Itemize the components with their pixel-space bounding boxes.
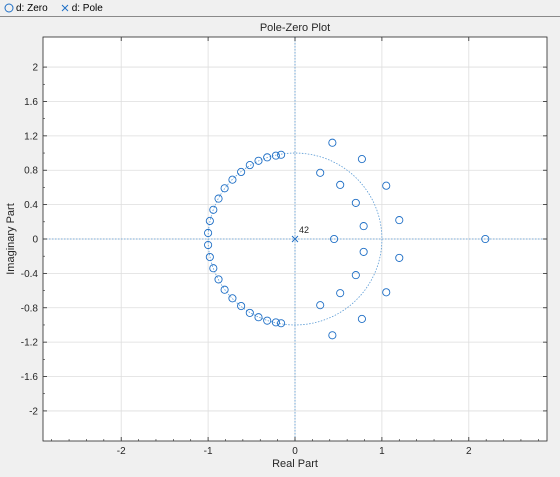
- zero-marker: [395, 216, 404, 225]
- x-tick-label: 0: [292, 446, 298, 457]
- zero-marker: [254, 156, 263, 165]
- x-tick-label: -1: [204, 446, 213, 457]
- zero-marker: [205, 216, 214, 225]
- y-tick-label: 0.8: [24, 166, 38, 177]
- zero-marker: [209, 264, 218, 273]
- zero-marker: [351, 271, 360, 280]
- y-tick-label: -2: [29, 406, 38, 417]
- y-tick-label: 1.6: [24, 97, 38, 108]
- pole-marker-icon: [60, 3, 70, 13]
- zero-marker: [245, 161, 254, 170]
- zero-marker-icon: [4, 3, 14, 13]
- x-axis-label: Real Part: [272, 458, 318, 470]
- zero-marker: [336, 180, 345, 189]
- zero-marker: [351, 198, 360, 207]
- zero-marker: [271, 318, 280, 327]
- zero-marker: [357, 155, 366, 164]
- y-tick-label: 2: [32, 63, 38, 74]
- zero-marker: [204, 240, 213, 250]
- chart-title: Pole-Zero Plot: [260, 22, 330, 34]
- legend-bar: d: Zero d: Pole: [0, 0, 560, 17]
- zero-marker: [271, 151, 280, 160]
- zero-marker: [254, 313, 263, 322]
- zero-marker: [228, 294, 237, 303]
- zero-marker: [220, 285, 229, 294]
- zero-marker: [328, 331, 337, 340]
- zero-marker: [263, 316, 272, 325]
- legend-zero-label: d: Zero: [16, 2, 48, 14]
- zero-marker: [359, 247, 368, 256]
- zero-marker: [220, 184, 229, 193]
- zero-marker: [316, 168, 325, 177]
- zero-marker: [209, 205, 218, 214]
- zero-marker: [228, 175, 237, 184]
- legend-item-pole[interactable]: d: Pole: [60, 3, 103, 14]
- zero-marker: [359, 222, 368, 231]
- zero-marker: [277, 319, 286, 328]
- x-tick-label: 2: [466, 446, 472, 457]
- zero-marker: [237, 301, 246, 311]
- y-tick-label: -1.2: [21, 338, 39, 349]
- zero-marker: [214, 275, 223, 284]
- zero-marker: [237, 167, 246, 177]
- pole-marker: [291, 235, 299, 243]
- y-tick-label: -0.8: [21, 303, 39, 314]
- y-tick-label: -0.4: [21, 269, 39, 280]
- zero-marker: [330, 234, 339, 244]
- y-tick-label: 1.2: [24, 131, 38, 142]
- zero-marker: [214, 194, 223, 203]
- zero-marker: [263, 153, 272, 162]
- zero-marker: [357, 314, 366, 323]
- data-marks: 42: [204, 138, 490, 340]
- zero-marker: [245, 308, 254, 317]
- x-tick-label: -2: [117, 446, 126, 457]
- zero-marker: [336, 289, 345, 298]
- x-tick-label: 1: [379, 446, 385, 457]
- zero-marker: [382, 288, 391, 297]
- pole-multiplicity-label: 42: [299, 225, 309, 235]
- zero-marker: [204, 228, 213, 238]
- axes: -2 -1 0 1 2 -2 -1.6 -1.2 -0.8 -0.4 0 0.4 0.8 1.2 1.6 2: [21, 37, 547, 457]
- zero-marker: [481, 234, 490, 244]
- legend-item-zero[interactable]: d: Zero: [4, 3, 48, 14]
- zero-marker: [316, 301, 325, 310]
- pole-zero-chart[interactable]: Pole-Zero Plot -2 -1 0 1 2 -2 -1.6 -1.2 -0.8 -0.4…: [0, 17, 560, 477]
- zero-marker: [205, 253, 214, 262]
- y-tick-label: -1.6: [21, 372, 39, 383]
- legend-pole-label: d: Pole: [71, 2, 103, 14]
- y-tick-label: 0.4: [24, 200, 38, 211]
- y-axis-label: Imaginary Part: [5, 203, 17, 275]
- unit-circle: [207, 152, 383, 326]
- y-tick-label: 0: [32, 235, 38, 246]
- zero-marker: [382, 181, 391, 190]
- zero-marker: [395, 253, 404, 262]
- zero-marker: [277, 150, 286, 159]
- zero-marker: [328, 138, 337, 147]
